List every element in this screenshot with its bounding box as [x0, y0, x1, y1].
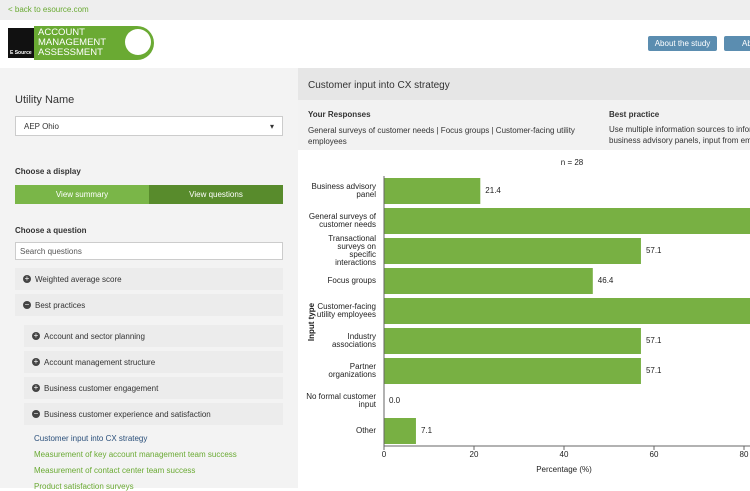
bar	[384, 418, 416, 444]
group-label: Weighted average score	[35, 274, 122, 284]
subgroup-item[interactable]: + Business customer engagement	[24, 377, 283, 399]
logo-line: MANAGEMENT	[38, 37, 107, 48]
group-label: Best practices	[35, 300, 86, 310]
y-tick-label: Other	[356, 426, 376, 435]
y-tick-label: Focus groups	[328, 276, 376, 285]
y-tick-label: General surveys of customer needs	[309, 212, 377, 229]
responses-row: Your Responses General surveys of custom…	[298, 100, 750, 150]
y-tick-label: Transactional surveys on specific intera…	[328, 234, 376, 267]
y-tick-label: Customer-facing utility employees	[315, 302, 376, 319]
subgroup-label: Business customer engagement	[44, 383, 159, 393]
best-practice-heading: Best practice	[609, 110, 660, 119]
subgroup-label: Account management structure	[44, 357, 156, 367]
question-label: Choose a question	[15, 226, 87, 235]
about-button[interactable]: About the study	[648, 36, 717, 51]
subgroup-label: Account and sector planning	[44, 331, 145, 341]
second-button[interactable]: Ab	[724, 36, 750, 51]
chart: n = 28 Percentage (%) Input type 0 20 40 60…	[306, 158, 750, 474]
question-link[interactable]: Measurement of contact center team succe…	[34, 466, 196, 475]
bar	[384, 238, 641, 264]
top-bar: < back to esource.com	[0, 0, 750, 20]
bar	[384, 358, 641, 384]
x-axis-label: Percentage (%)	[536, 465, 592, 474]
responses-text: General surveys of customer needs | Focu…	[308, 126, 575, 146]
chart-subtitle: n = 28	[561, 158, 584, 167]
y-axis-label: Input type	[307, 302, 316, 341]
view-questions-button[interactable]: View questions	[149, 185, 283, 204]
value-label: 7.1	[421, 426, 433, 435]
y-tick-label: No formal customer input	[306, 392, 377, 409]
bar	[384, 208, 750, 234]
x-tick-label: 40	[560, 450, 569, 459]
utility-value: AEP Ohio	[24, 122, 59, 131]
bar	[384, 178, 481, 204]
y-tick-label: Partner organizations	[326, 362, 376, 379]
y-tick-label: Business advisory panel	[312, 182, 377, 199]
value-label: 57.1	[646, 366, 662, 375]
utility-label: Utility Name	[15, 94, 75, 106]
panel-title: Customer input into CX strategy	[308, 80, 450, 91]
logo-line: ACCOUNT	[38, 27, 85, 38]
group-item[interactable]: − Best practices	[15, 294, 283, 316]
value-label: 57.1	[646, 246, 662, 255]
value-label: 46.4	[598, 276, 614, 285]
x-tick-label: 60	[650, 450, 659, 459]
x-tick-label: 20	[470, 450, 479, 459]
bar	[384, 328, 641, 354]
display-label: Choose a display	[15, 167, 81, 176]
x-tick-label: 0	[382, 450, 387, 459]
logo-brand: E Source	[10, 50, 32, 56]
bar	[384, 268, 593, 294]
back-link[interactable]: < back to esource.com	[8, 5, 89, 14]
panel-header: Customer input into CX strategy	[298, 68, 750, 100]
value-label: 57.1	[646, 336, 662, 345]
logo-mark: E Source	[8, 28, 34, 58]
utility-select[interactable]: AEP Ohio ▾	[15, 116, 283, 136]
question-link[interactable]: Customer input into CX strategy	[34, 434, 148, 443]
question-link[interactable]: Product satisfaction surveys	[34, 482, 134, 491]
subgroup-item[interactable]: − Business customer experience and satisf…	[24, 403, 283, 425]
value-label: 0.0	[389, 396, 401, 405]
x-tick-label: 80	[740, 450, 749, 459]
header: E Source ACCOUNT MANAGEMENT ASSESSMENT Abo…	[0, 20, 750, 68]
subgroup-item[interactable]: + Account management structure	[24, 351, 283, 373]
view-summary-button[interactable]: View summary	[15, 185, 149, 204]
responses-heading: Your Responses	[308, 110, 371, 119]
logo-line: ASSESSMENT	[38, 47, 103, 58]
logo-icon	[125, 29, 151, 55]
best-practice-line: Use multiple information sources to info…	[609, 125, 750, 134]
best-practice-line: business advisory panels, input from emp…	[609, 136, 750, 145]
subgroup-label: Business customer experience and satisfa…	[44, 409, 211, 419]
value-label: 21.4	[485, 186, 501, 195]
question-link[interactable]: Measurement of key account management te…	[34, 450, 237, 459]
group-item[interactable]: + Weighted average score	[15, 268, 283, 290]
logo-badge: ACCOUNT MANAGEMENT ASSESSMENT	[34, 26, 154, 60]
sidebar: Utility Name AEP Ohio ▾ Choose a display …	[0, 68, 298, 491]
search-input[interactable]: Search questions	[15, 242, 283, 260]
logo-text: ACCOUNT MANAGEMENT ASSESSMENT	[38, 28, 106, 58]
bar	[384, 298, 750, 324]
y-tick-label: Industry associations	[330, 332, 376, 349]
subgroup-item[interactable]: + Account and sector planning	[24, 325, 283, 347]
